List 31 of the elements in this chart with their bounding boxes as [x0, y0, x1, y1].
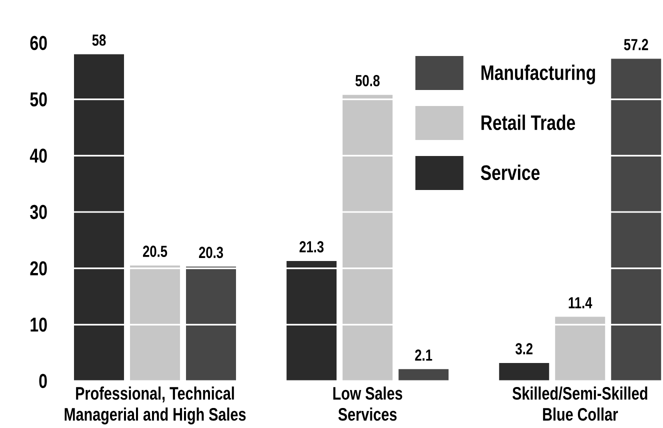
data-label: 57.2 — [624, 38, 648, 50]
data-label: 58 — [92, 34, 106, 46]
legend-label: Retail Trade — [482, 114, 576, 130]
x-tick-label: Professional, Technical Managerial and High Sales — [64, 386, 246, 424]
y-tick-label: 20 — [30, 261, 47, 276]
legend-label: Manufacturing — [482, 64, 595, 84]
bar — [342, 94, 393, 381]
data-label: 11.4 — [568, 297, 592, 308]
data-label: 50.8 — [355, 74, 380, 86]
x-tick-label: Low Sales Services — [333, 386, 402, 421]
bar — [74, 54, 124, 381]
bar — [611, 58, 662, 381]
legend-label: Service — [480, 164, 540, 180]
x-tick-label: Skilled/Semi-Skilled Blue Collar — [512, 386, 648, 421]
data-label: 21.3 — [300, 241, 324, 252]
bar — [398, 369, 449, 381]
y-tick-label: 0 — [39, 374, 47, 388]
bar — [555, 316, 606, 381]
y-tick-label: 50 — [30, 92, 47, 106]
bar — [130, 266, 180, 381]
y-tick-label: 10 — [30, 318, 47, 332]
data-label: 20.5 — [142, 246, 168, 257]
y-tick-label: 40 — [30, 148, 47, 163]
data-label: 3.2 — [516, 343, 532, 354]
bar — [499, 362, 550, 381]
y-tick-label: 60 — [30, 36, 47, 50]
bar — [186, 266, 236, 381]
data-label: 20.3 — [198, 246, 224, 258]
y-tick-label: 30 — [30, 204, 47, 220]
bar — [286, 261, 337, 381]
data-label: 2.1 — [415, 349, 432, 361]
